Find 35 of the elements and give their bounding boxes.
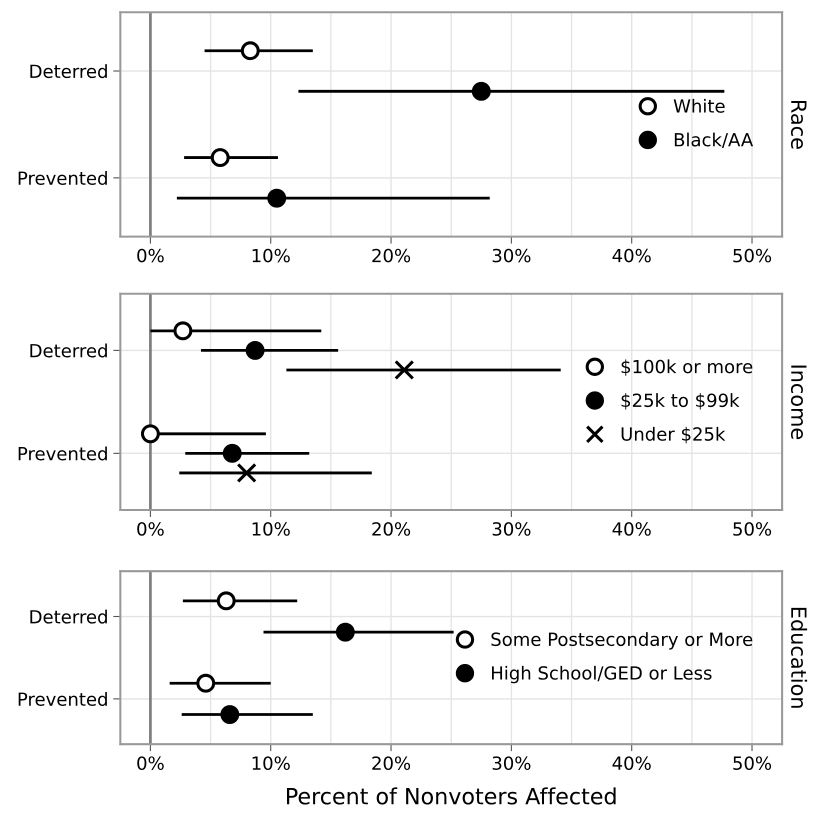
y-tick-label: Prevented (18, 446, 107, 460)
x-tick-label: 20% (372, 522, 410, 536)
y-tick-label: Prevented (18, 692, 107, 706)
x-tick-label: 0% (137, 756, 164, 770)
x-tick-label: 10% (252, 756, 290, 770)
x-tick-label: 10% (252, 248, 290, 262)
x-tick-label: 20% (372, 248, 410, 262)
x-tick-label: 10% (252, 522, 290, 536)
legend-label: Some Postsecondary or More (491, 632, 752, 650)
x-tick-label: 40% (612, 248, 651, 262)
x-tick-label: 30% (492, 248, 530, 262)
x-tick-label: 50% (733, 756, 772, 770)
x-tick-label: 40% (612, 756, 651, 770)
x-tick-label: 30% (492, 756, 530, 770)
x-axis-title: Percent of Nonvoters Affected (287, 787, 616, 805)
x-tick-label: 20% (372, 756, 410, 770)
x-tick-label: 40% (612, 522, 651, 536)
text: Race (790, 100, 806, 149)
y-tick-label: Deterred (30, 344, 107, 358)
y-tick-label: Prevented (18, 171, 107, 185)
x-tick-label: 30% (492, 522, 530, 536)
legend-label: Under $25k (622, 426, 726, 444)
legend-label: $25k to $99k (622, 393, 740, 410)
text: Income (790, 366, 806, 440)
x-tick-label: 50% (733, 522, 772, 536)
y-tick-label: Deterred (30, 610, 107, 624)
x-tick-label: 0% (137, 522, 164, 536)
x-tick-label: 0% (137, 248, 164, 262)
legend-label: $100k or more (622, 359, 752, 376)
legend-label: High School/GED or Less (492, 666, 712, 684)
legend-label: Black/AA (674, 132, 754, 148)
x-tick-label: 50% (733, 248, 772, 262)
legend-label: White (674, 98, 725, 113)
y-tick-label: Deterred (30, 64, 107, 78)
text: Education (790, 608, 808, 708)
